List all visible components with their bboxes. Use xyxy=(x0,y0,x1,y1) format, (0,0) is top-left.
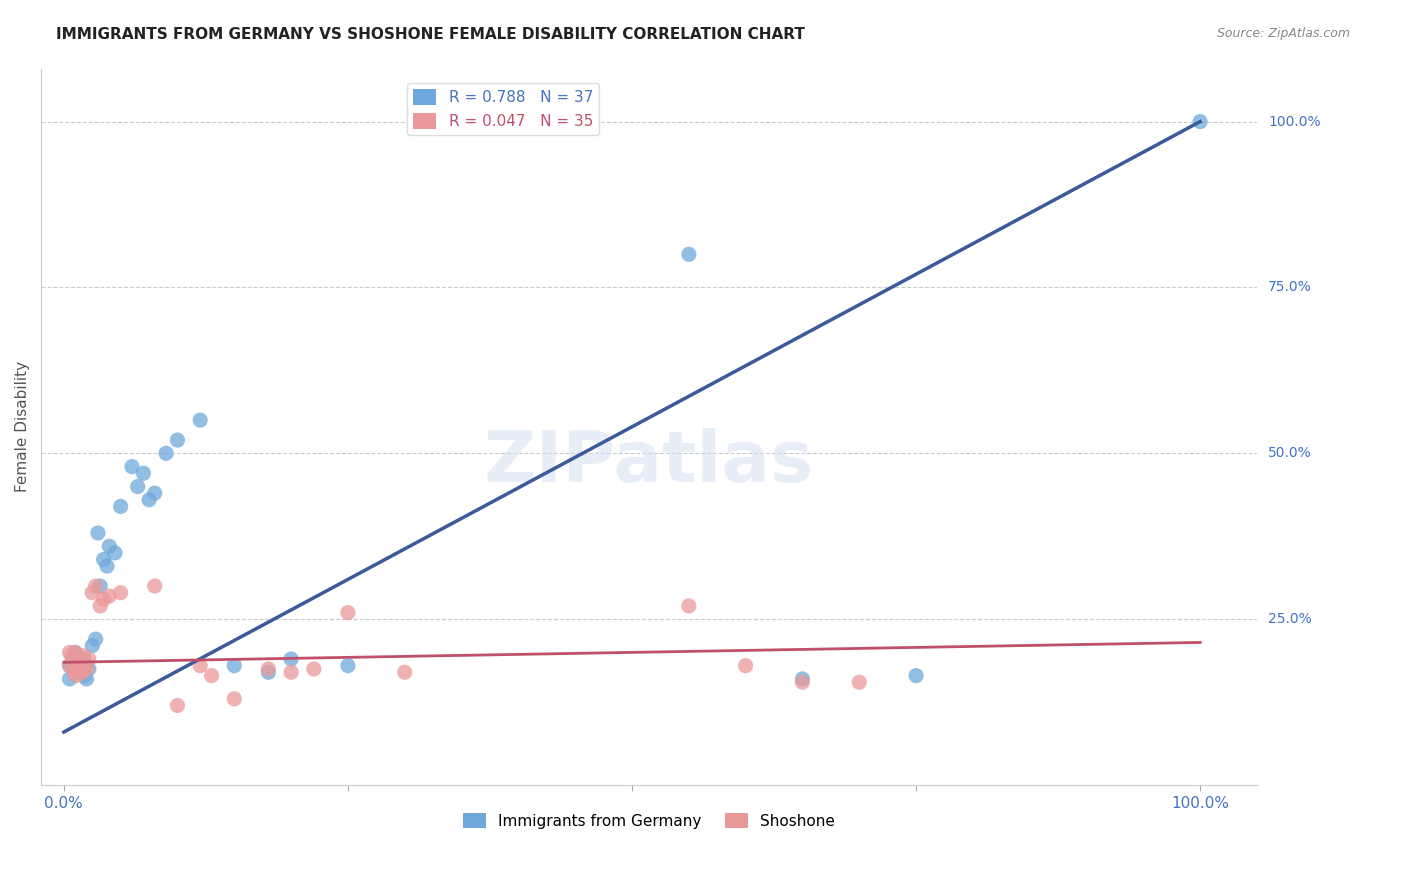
Point xyxy=(96,559,118,574)
Point xyxy=(63,645,86,659)
Point xyxy=(70,662,93,676)
Point xyxy=(62,656,84,670)
Point xyxy=(394,665,416,680)
Point xyxy=(166,698,188,713)
Point xyxy=(792,672,814,686)
Point xyxy=(132,467,155,481)
Point xyxy=(200,668,222,682)
Point xyxy=(1189,114,1212,128)
Point xyxy=(58,645,80,659)
Point xyxy=(138,492,160,507)
Point xyxy=(72,648,94,663)
Point xyxy=(73,668,96,682)
Point xyxy=(98,539,121,553)
Point xyxy=(302,662,325,676)
Point xyxy=(678,599,700,613)
Point xyxy=(734,658,756,673)
Point xyxy=(188,413,211,427)
Point xyxy=(121,459,143,474)
Point xyxy=(62,652,84,666)
Point xyxy=(257,662,280,676)
Text: 25.0%: 25.0% xyxy=(1268,612,1312,626)
Point xyxy=(89,599,111,613)
Point xyxy=(166,433,188,447)
Point xyxy=(143,579,166,593)
Point xyxy=(280,652,302,666)
Text: 50.0%: 50.0% xyxy=(1268,446,1312,460)
Point xyxy=(127,479,149,493)
Point xyxy=(848,675,870,690)
Point xyxy=(67,662,90,676)
Text: IMMIGRANTS FROM GERMANY VS SHOSHONE FEMALE DISABILITY CORRELATION CHART: IMMIGRANTS FROM GERMANY VS SHOSHONE FEMA… xyxy=(56,27,806,42)
Point xyxy=(67,656,90,670)
Point xyxy=(792,675,814,690)
Point xyxy=(155,446,177,460)
Point xyxy=(678,247,700,261)
Point xyxy=(77,662,100,676)
Point xyxy=(76,672,98,686)
Point xyxy=(110,585,132,599)
Y-axis label: Female Disability: Female Disability xyxy=(15,361,30,492)
Point xyxy=(58,672,80,686)
Point xyxy=(93,592,115,607)
Point xyxy=(224,691,246,706)
Point xyxy=(70,665,93,680)
Point xyxy=(143,486,166,500)
Point xyxy=(280,665,302,680)
Point xyxy=(110,500,132,514)
Text: Source: ZipAtlas.com: Source: ZipAtlas.com xyxy=(1216,27,1350,40)
Point xyxy=(70,658,93,673)
Point xyxy=(188,658,211,673)
Point xyxy=(104,546,127,560)
Text: ZIPatlas: ZIPatlas xyxy=(484,428,814,497)
Point xyxy=(58,658,80,673)
Point xyxy=(93,552,115,566)
Text: 100.0%: 100.0% xyxy=(1268,114,1320,128)
Point xyxy=(63,645,86,659)
Point xyxy=(336,658,359,673)
Point xyxy=(58,658,80,673)
Point xyxy=(905,668,928,682)
Point xyxy=(70,656,93,670)
Point xyxy=(257,665,280,680)
Point xyxy=(73,658,96,673)
Point xyxy=(65,668,87,682)
Point xyxy=(87,525,110,540)
Point xyxy=(60,648,83,663)
Point xyxy=(63,665,86,680)
Legend: Immigrants from Germany, Shoshone: Immigrants from Germany, Shoshone xyxy=(457,806,841,835)
Point xyxy=(72,652,94,666)
Text: 75.0%: 75.0% xyxy=(1268,280,1312,294)
Point xyxy=(82,585,104,599)
Point xyxy=(66,652,89,666)
Point xyxy=(98,589,121,603)
Point xyxy=(224,658,246,673)
Point xyxy=(89,579,111,593)
Point xyxy=(84,579,107,593)
Point xyxy=(336,606,359,620)
Point xyxy=(66,665,89,680)
Point xyxy=(82,639,104,653)
Point xyxy=(76,662,98,676)
Point xyxy=(84,632,107,647)
Point xyxy=(77,652,100,666)
